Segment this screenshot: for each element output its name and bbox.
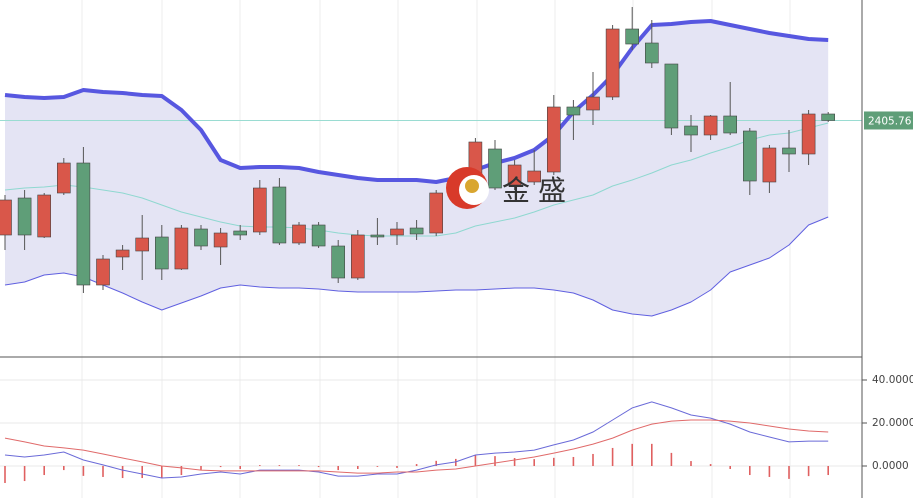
candle-body (115, 249, 130, 258)
candle-body (546, 106, 561, 173)
macd-panel: 40.0000 20.0000 0.0000 (0, 374, 913, 483)
candle-body (507, 164, 522, 186)
candle-body (272, 186, 287, 244)
candle-body (17, 197, 32, 236)
candle-body (527, 170, 542, 183)
candle-body (429, 192, 444, 234)
y-tick-label: 0.0000 (872, 460, 909, 472)
candle-body (135, 237, 149, 252)
candle-body (331, 245, 346, 279)
candle-body (0, 199, 12, 236)
candle-body (174, 227, 189, 270)
candle-body (409, 227, 424, 235)
candle-body (684, 125, 698, 136)
candle-body (311, 224, 326, 247)
candle-body (155, 236, 169, 270)
last-price-box (864, 111, 913, 130)
candle-body (644, 42, 659, 64)
price-panel: 2405.76 (0, 7, 913, 317)
indicator-line (4, 401, 829, 479)
candle-body (625, 28, 640, 45)
logo-dot (465, 179, 479, 193)
candle-body (762, 147, 777, 183)
indicator-line (4, 419, 829, 474)
y-tick-label: 40.0000 (872, 374, 913, 386)
watermark: 金盛 (502, 174, 574, 207)
candle-body (703, 115, 718, 136)
candle-body (742, 130, 757, 182)
candle-body (488, 148, 502, 189)
candle-body (605, 28, 620, 98)
candle-body (370, 234, 385, 238)
candle-body (37, 194, 52, 238)
candle-body (213, 232, 228, 248)
candle-body (292, 224, 306, 244)
indicator-line (4, 19, 829, 184)
indicator-line (4, 216, 829, 317)
candle-body (801, 113, 816, 155)
candle-body (194, 228, 208, 247)
candle-body (56, 162, 71, 194)
last-price-label: 2405.76 (868, 115, 912, 127)
logo: 金盛 (446, 167, 574, 209)
candle-body (566, 106, 581, 116)
candle-body (253, 187, 267, 233)
y-tick-label: 20.0000 (872, 417, 913, 429)
candle-body (782, 147, 796, 155)
candle-body (76, 162, 91, 286)
candle-body (390, 228, 404, 236)
candle-body (664, 63, 679, 129)
candle-body (723, 115, 738, 134)
candle-body (233, 230, 247, 236)
candle-body (586, 96, 600, 111)
candle-body (96, 258, 110, 286)
candle-body (821, 113, 836, 121)
band-fill (5, 21, 829, 316)
candle-body (350, 234, 365, 279)
